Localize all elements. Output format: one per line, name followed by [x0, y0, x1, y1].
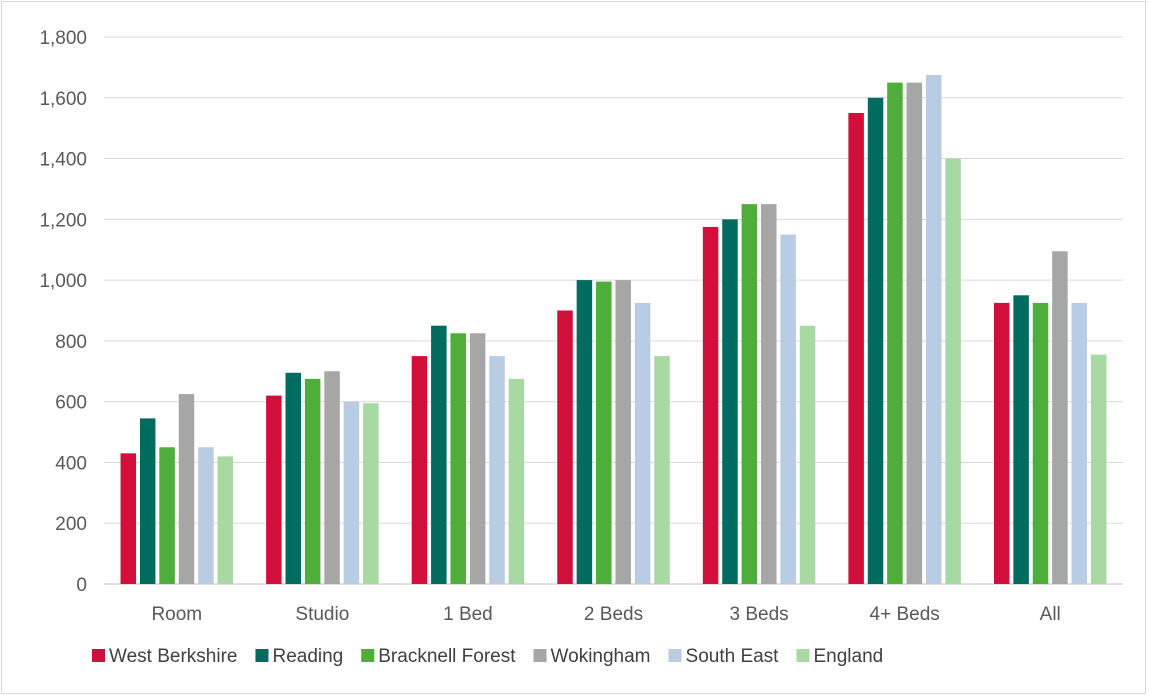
x-axis-tick-labels: Room Studio 1 Bed 2 Beds 3 Beds 4+ Beds All	[151, 604, 1060, 625]
x-tick-label: 1 Bed	[443, 604, 493, 625]
y-tick-label: 600	[55, 393, 87, 414]
bar	[508, 378, 525, 584]
bar	[1013, 295, 1029, 584]
bar	[178, 394, 195, 584]
bar	[1032, 302, 1049, 584]
bar	[848, 112, 864, 584]
legend: West Berkshire Reading Bracknell Forest Wok…	[92, 646, 883, 667]
x-tick-label: All	[1040, 604, 1061, 625]
bar	[217, 456, 234, 584]
legend-swatch	[92, 649, 105, 662]
bar	[702, 226, 719, 585]
bar	[596, 281, 612, 584]
x-tick-label: 2 Beds	[584, 604, 643, 625]
bar	[159, 447, 175, 584]
bar	[343, 401, 360, 584]
bar	[867, 97, 884, 585]
y-tick-label: 1,000	[39, 271, 87, 292]
bar	[761, 204, 777, 584]
bar	[489, 356, 505, 584]
bar	[1090, 354, 1107, 584]
legend-item: South East	[668, 646, 780, 667]
legend-label: Wokingham	[551, 646, 651, 667]
legend-item: West Berkshire	[92, 646, 237, 667]
legend-item: Reading	[255, 646, 343, 667]
legend-swatch	[255, 649, 269, 662]
x-tick-label: 3 Beds	[729, 604, 788, 625]
bar	[1071, 302, 1088, 584]
gridlines	[104, 36, 1123, 585]
y-tick-label: 400	[55, 453, 87, 474]
legend-swatch	[361, 649, 375, 662]
bar	[722, 219, 738, 585]
legend-item: England	[796, 646, 883, 667]
bar	[431, 325, 447, 584]
legend-label: West Berkshire	[109, 646, 237, 667]
x-tick-label: 4+ Beds	[870, 604, 940, 625]
y-tick-label: 1,600	[39, 89, 87, 110]
bar	[285, 372, 302, 584]
y-tick-label: 1,200	[39, 210, 87, 231]
bar	[120, 453, 137, 584]
legend-swatch	[668, 649, 682, 662]
legend-swatch	[533, 649, 547, 662]
bar	[411, 356, 428, 584]
y-tick-label: 200	[55, 514, 87, 535]
bar	[634, 302, 651, 584]
x-tick-label: Studio	[295, 604, 349, 625]
y-tick-label: 0	[76, 575, 87, 596]
legend-label: Bracknell Forest	[378, 646, 516, 667]
bar	[557, 310, 573, 584]
y-axis-tick-labels: 0 200 400 600 800 1,000 1,200 1,400 1,600 1,800	[39, 28, 87, 596]
bar	[615, 280, 631, 584]
bar	[799, 325, 816, 584]
bar	[945, 158, 961, 585]
bar	[780, 234, 796, 584]
bar	[887, 82, 903, 584]
bar	[304, 378, 321, 584]
legend-item: Bracknell Forest	[361, 646, 516, 667]
bar	[654, 356, 670, 584]
bar	[324, 371, 340, 584]
y-tick-label: 1,400	[39, 150, 87, 171]
legend-item: Wokingham	[533, 646, 651, 667]
bar	[363, 403, 379, 584]
legend-label: England	[813, 646, 883, 667]
bar	[906, 82, 923, 584]
legend-label: South East	[686, 646, 780, 667]
bar	[741, 204, 758, 584]
y-tick-label: 1,800	[39, 28, 87, 49]
bar	[139, 418, 156, 584]
legend-label: Reading	[272, 646, 343, 667]
bar	[450, 333, 466, 584]
bar	[993, 302, 1010, 584]
bar	[576, 280, 593, 584]
bar	[1052, 251, 1068, 584]
x-tick-label: Room	[151, 604, 202, 625]
bar	[925, 74, 942, 584]
legend-swatch	[796, 649, 810, 662]
bars	[120, 74, 1107, 585]
bar	[266, 395, 282, 584]
bar	[469, 333, 486, 584]
y-tick-label: 800	[55, 332, 87, 353]
bar	[198, 447, 214, 584]
